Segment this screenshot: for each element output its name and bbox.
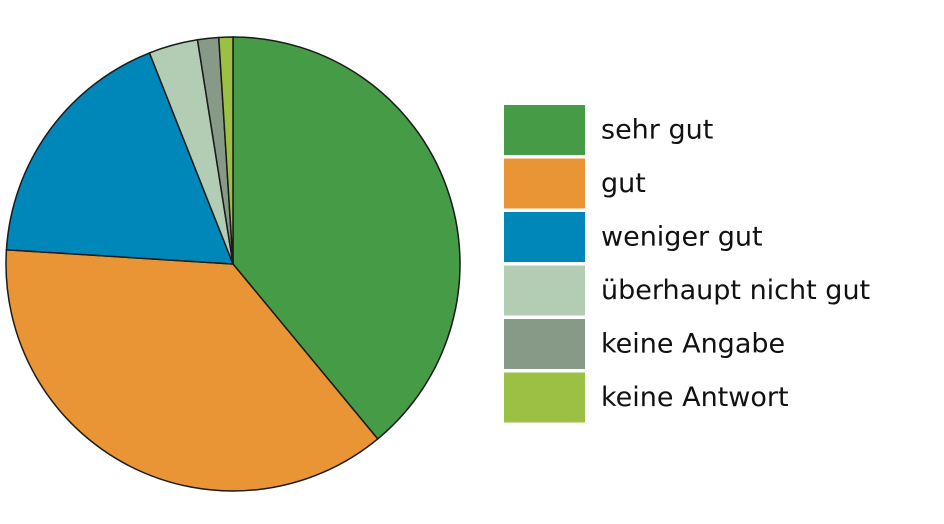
legend-label: keine Angabe [601, 329, 785, 360]
legend-label: keine Antwort [601, 382, 789, 413]
pie-slice [5, 248, 379, 492]
legend-swatch [504, 212, 585, 262]
legend-label: weniger gut [601, 222, 763, 253]
legend-label: sehr gut [601, 115, 713, 146]
legend-label: gut [601, 168, 646, 199]
legend-swatch [504, 105, 585, 155]
legend-swatch [504, 265, 585, 316]
legend-swatch [504, 158, 585, 209]
pie-slice [232, 36, 461, 440]
legend-swatch [504, 319, 585, 369]
pie-slice [217, 36, 234, 265]
legend-label: überhaupt nicht gut [601, 275, 870, 306]
legend-swatch [504, 372, 585, 423]
pie-slice [5, 51, 235, 265]
